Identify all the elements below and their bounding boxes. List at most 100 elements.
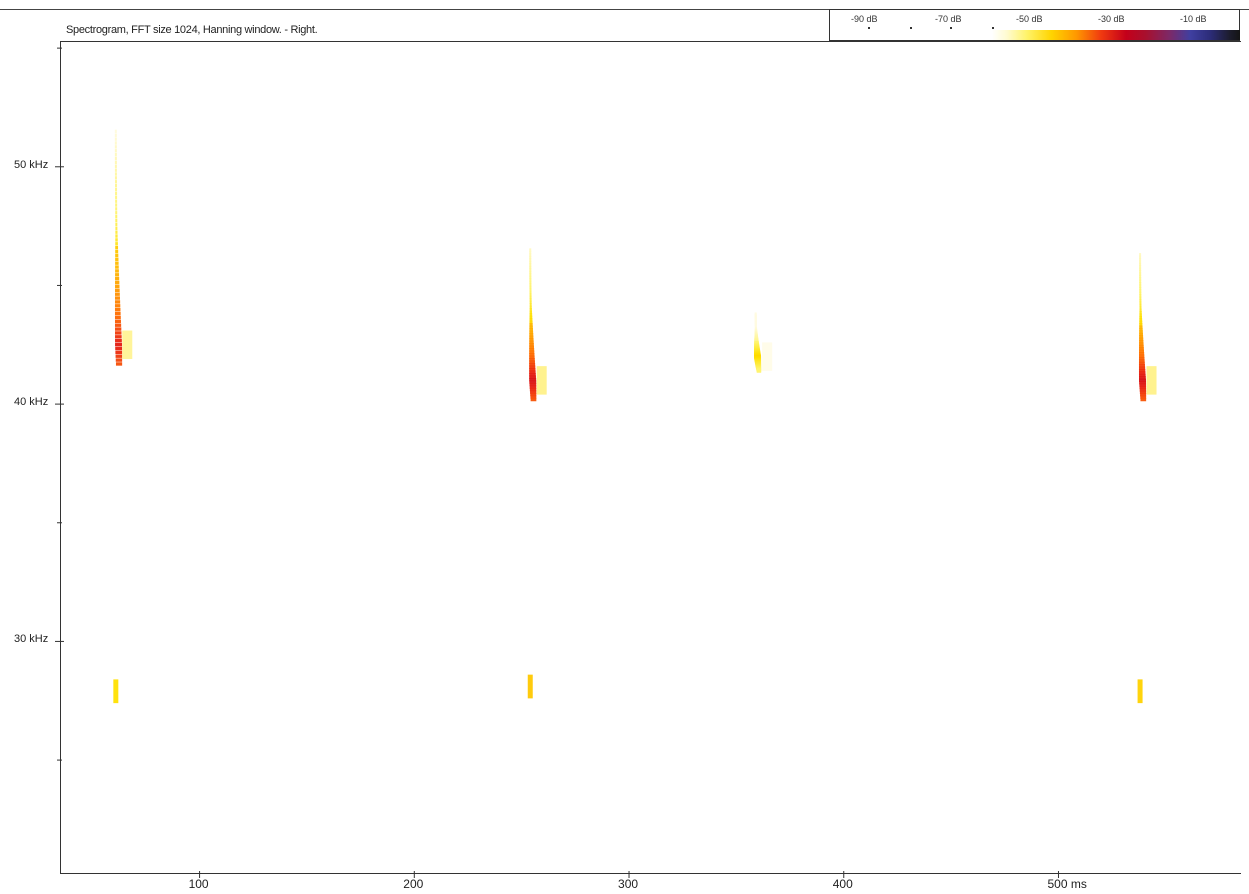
- harmonic-cell: [1137, 679, 1143, 704]
- spectrogram-cell: [529, 310, 533, 315]
- spectrogram-cell: [114, 327, 122, 331]
- spectrogram-cell: [529, 285, 532, 290]
- harmonic-cell: [527, 674, 533, 699]
- spectrogram-cell: [529, 288, 532, 292]
- spectrogram-cell: [1139, 327, 1143, 332]
- spectrogram-cell: [1139, 298, 1142, 303]
- spectrogram-cell: [529, 273, 532, 277]
- spectrogram-cell: [529, 295, 532, 300]
- spectrogram-cell: [529, 375, 536, 379]
- spectrogram-cell: [530, 395, 537, 399]
- spectrogram-cell: [115, 207, 118, 211]
- spectrogram-cell: [529, 343, 534, 347]
- spectrogram-cell: [115, 214, 118, 219]
- spectrogram-cell: [529, 300, 532, 305]
- spectrogram-cell: [1139, 342, 1144, 346]
- colorbar-label-3: -50 dB: [1016, 14, 1043, 24]
- call-3: [754, 312, 773, 373]
- spectrogram-cell: [115, 249, 119, 254]
- spectrogram-cell: [529, 350, 535, 354]
- spectrogram-cell: [1139, 337, 1144, 341]
- spectrogram-cell: [122, 330, 133, 360]
- spectrogram-cell: [115, 242, 118, 246]
- colorbar-tick: [950, 27, 952, 29]
- call-4: [1137, 253, 1157, 704]
- spectrogram-cell: [529, 298, 532, 302]
- spectrogram-cell: [114, 137, 117, 141]
- spectrogram-cell: [529, 253, 532, 257]
- spectrogram-cell: [529, 270, 532, 275]
- spectrogram-cell: [1138, 376, 1146, 380]
- colorbar-tick: [868, 27, 870, 29]
- spectrogram-cell: [114, 145, 117, 149]
- spectrogram-cell: [529, 382, 537, 387]
- spectrogram-cell: [1139, 260, 1142, 264]
- spectrogram-cell: [529, 357, 535, 362]
- spectrogram-cell: [115, 195, 118, 199]
- spectrogram-cell: [1138, 368, 1146, 373]
- colorbar-tick: [910, 27, 912, 29]
- spectrogram-cell: [1139, 347, 1144, 351]
- spectrogram-cell: [529, 315, 533, 320]
- spectrogram-cell: [1139, 313, 1142, 317]
- spectrogram-cell: [529, 387, 537, 392]
- y-tick-label: 30 kHz: [14, 633, 49, 646]
- spectrogram-cell: [1139, 286, 1142, 291]
- spectrogram-cell: [114, 152, 117, 157]
- spectrogram-cell: [529, 323, 533, 327]
- spectrogram-cell: [1139, 388, 1147, 392]
- spectrogram-cell: [529, 280, 532, 285]
- spectrogram-cell: [1139, 272, 1142, 276]
- spectrogram-cell: [115, 284, 120, 289]
- spectrogram-cell: [1140, 397, 1147, 402]
- spectrogram-cell: [115, 346, 123, 351]
- spectrogram-cell: [1140, 393, 1147, 397]
- axes: [55, 47, 1059, 878]
- top-rule: [0, 9, 1249, 10]
- spectrogram-cell: [114, 296, 120, 300]
- spectrogram-cell: [115, 222, 118, 227]
- spectrogram-cell: [1139, 310, 1142, 315]
- spectrogram-cell: [1138, 361, 1145, 366]
- spectrogram-cell: [529, 325, 533, 329]
- spectrogram-cell: [529, 268, 532, 272]
- spectrogram-cell: [529, 385, 537, 389]
- spectrogram-cell: [114, 160, 117, 165]
- spectrogram-cell: [1139, 315, 1143, 320]
- spectrogram-cell: [1139, 380, 1147, 385]
- spectrogram-cell: [1139, 318, 1143, 322]
- spectrogram-cell: [529, 258, 532, 262]
- spectrogram-cell: [115, 211, 118, 215]
- y-tick-label: 40 kHz: [14, 396, 49, 409]
- spectrogram-cell: [536, 366, 547, 395]
- spectrogram-cell: [115, 358, 123, 362]
- x-tick-label: 500 ms: [1047, 877, 1087, 891]
- spectrogram-cell: [1139, 378, 1146, 382]
- spectrogram-cell: [1139, 332, 1143, 337]
- spectrogram-cell: [1146, 366, 1157, 395]
- spectrogram-cell: [1138, 356, 1145, 361]
- chart-title: Spectrogram, FFT size 1024, Hanning wind…: [66, 24, 318, 36]
- spectrogram-cell: [529, 250, 532, 255]
- spectrogram-cell: [529, 303, 532, 307]
- spectrogram-cell: [1139, 308, 1142, 312]
- spectrogram-cell: [115, 288, 120, 293]
- spectrogram-cell: [529, 328, 533, 332]
- spectrogram-cell: [1139, 390, 1147, 395]
- spectrogram-cell: [1139, 277, 1142, 281]
- plot-frame: [60, 41, 1241, 874]
- spectrogram-cell: [1138, 373, 1146, 378]
- spectrogram-cell: [1139, 306, 1142, 310]
- spectrogram-cell: [114, 168, 117, 172]
- y-tick-label: 50 kHz: [14, 158, 49, 171]
- spectrogram-cell: [114, 129, 117, 134]
- spectrogram-cell: [529, 367, 536, 372]
- spectrogram-cell: [1139, 294, 1142, 298]
- spectrogram-cell: [762, 342, 773, 371]
- spectrogram-cell: [1139, 352, 1145, 356]
- spectrogram-cell: [115, 269, 119, 273]
- spectrogram-cell: [115, 234, 118, 238]
- spectrogram-cell: [1138, 371, 1146, 375]
- spectrogram-cell: [1139, 354, 1145, 358]
- spectrogram-cell: [529, 255, 532, 260]
